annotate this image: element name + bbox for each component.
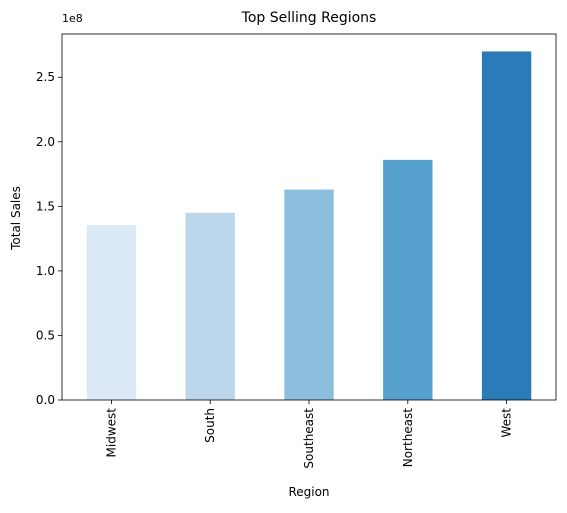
plot-frame xyxy=(61,33,557,401)
y-tick-label: 1.0 xyxy=(36,264,55,278)
bar-southeast xyxy=(284,189,334,400)
x-tick-label: Northeast xyxy=(401,408,415,468)
y-tick-label: 1.5 xyxy=(36,199,55,213)
y-axis-offset-label: 1e8 xyxy=(62,12,83,25)
plot-area-border xyxy=(61,33,557,401)
y-axis-label: Total Sales xyxy=(9,186,23,251)
x-tick-label: Midwest xyxy=(104,408,118,458)
y-axis-ticks: 0.0 0.5 1.0 1.5 2.0 2.5 xyxy=(36,70,62,407)
y-tick-label: 2.0 xyxy=(36,135,55,149)
y-tick-label: 0.5 xyxy=(36,328,55,342)
x-axis-ticks: Midwest South Southeast Northeast West xyxy=(104,400,514,469)
y-tick-label: 2.5 xyxy=(36,70,55,84)
bars-group xyxy=(86,51,532,401)
x-tick-label: South xyxy=(203,408,217,443)
x-tick-label: West xyxy=(500,408,514,438)
bar-south xyxy=(185,212,235,400)
x-axis-label: Region xyxy=(288,485,329,499)
x-tick-label: Southeast xyxy=(302,408,316,469)
bar-northeast xyxy=(383,159,433,400)
chart-title: Top Selling Regions xyxy=(241,10,377,26)
y-tick-label: 0.0 xyxy=(36,393,55,407)
bar-west xyxy=(481,51,532,401)
bar-midwest xyxy=(86,225,137,400)
